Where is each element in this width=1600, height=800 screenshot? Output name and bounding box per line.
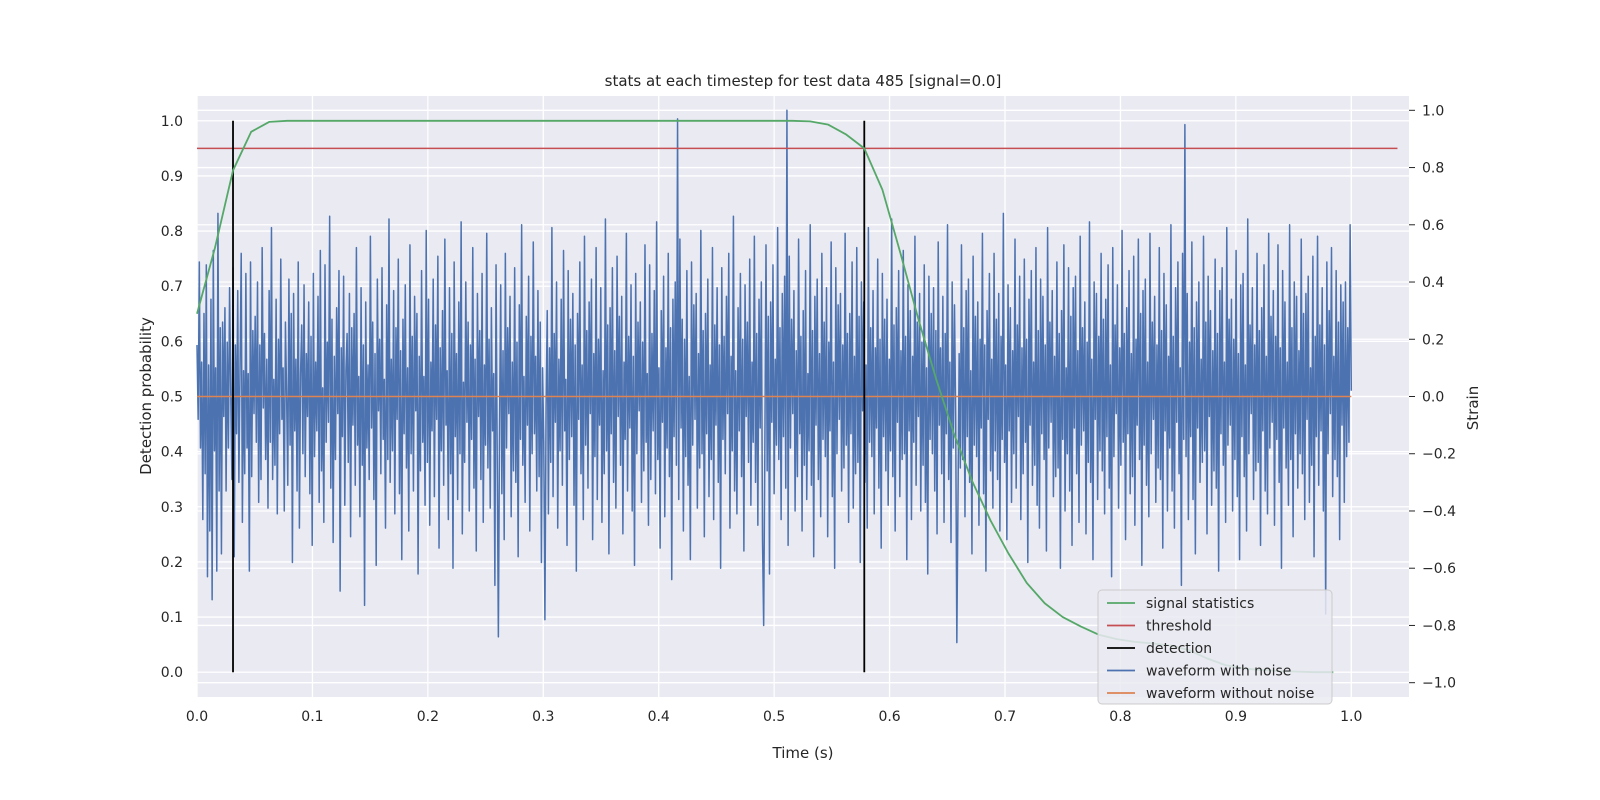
y-tick-label-left: 0.1	[161, 610, 183, 626]
y-tick-label-right: −1.0	[1422, 676, 1456, 692]
y-tick-label-left: 0.5	[161, 390, 183, 406]
legend-label: signal statistics	[1146, 596, 1254, 612]
x-tick-label: 0.9	[1225, 709, 1247, 725]
y-tick-label-left: 0.3	[161, 500, 183, 516]
y-tick-label-right: 0.8	[1422, 161, 1444, 177]
x-tick-label: 1.0	[1340, 709, 1362, 725]
y-tick-label-left: 0.2	[161, 555, 183, 571]
y-tick-label-left: 0.0	[161, 665, 183, 681]
y-tick-label-left: 0.7	[161, 279, 183, 295]
legend-items: signal statistics threshold detection wavef…	[1107, 596, 1314, 702]
legend-label: threshold	[1146, 619, 1212, 635]
x-tick-label: 0.3	[532, 709, 554, 725]
x-axis-label: Time (s)	[772, 744, 834, 762]
y-tick-label-right: 0.4	[1422, 275, 1444, 291]
x-tick-label: 0.6	[878, 709, 900, 725]
x-tick-label: 0.5	[763, 709, 785, 725]
legend-box	[1097, 589, 1333, 705]
x-tick-label: 0.1	[301, 709, 323, 725]
y-axis-label-right: Strain	[1464, 386, 1482, 430]
x-tick-label: 0.8	[1109, 709, 1131, 725]
y-tick-label-right: −0.2	[1422, 447, 1456, 463]
y-tick-label-right: 0.6	[1422, 218, 1444, 234]
y-tick-label-right: −0.6	[1422, 561, 1456, 577]
x-tick-label: 0.0	[186, 709, 208, 725]
y-tick-label-right: 0.2	[1422, 332, 1444, 348]
x-tick-label: 0.7	[994, 709, 1016, 725]
y-tick-label-left: 1.0	[161, 114, 183, 130]
x-axis-ticks: 0.0 0.1 0.2 0.3 0.4 0.5 0.6 0.7 0.8 0.9 1.0	[186, 709, 1363, 725]
x-tick-label: 0.2	[417, 709, 439, 725]
y-axis-label-left: Detection probability	[137, 317, 155, 475]
y-tick-label-left: 0.8	[161, 224, 183, 240]
y-tick-label-right: 1.0	[1422, 103, 1444, 119]
y-tick-label-right: −0.8	[1422, 618, 1456, 634]
y-tick-label-right: −0.4	[1422, 504, 1456, 520]
y-tick-label-left: 0.6	[161, 334, 183, 350]
legend-label: waveform with noise	[1146, 664, 1291, 680]
chart-title: stats at each timestep for test data 485…	[605, 72, 1002, 90]
legend-label: waveform without noise	[1146, 686, 1314, 702]
right-axis-ticks: −1.0 −0.8 −0.6 −0.4 −0.2 0.0 0.2 0.4 0.6 0.8 1.0	[1409, 103, 1456, 692]
y-tick-label-left: 0.9	[161, 169, 183, 185]
y-tick-label-left: 0.4	[161, 445, 183, 461]
x-tick-label: 0.4	[648, 709, 670, 725]
y-tick-label-right: 0.0	[1422, 390, 1444, 406]
left-axis-ticks: 0.0 0.1 0.2 0.3 0.4 0.5 0.6 0.7 0.8 0.9 1.0	[161, 114, 183, 681]
series-waveform-with-noise	[196, 109, 1353, 644]
legend-label: detection	[1146, 641, 1212, 657]
legend: signal statistics threshold detection wavef…	[1097, 589, 1333, 705]
